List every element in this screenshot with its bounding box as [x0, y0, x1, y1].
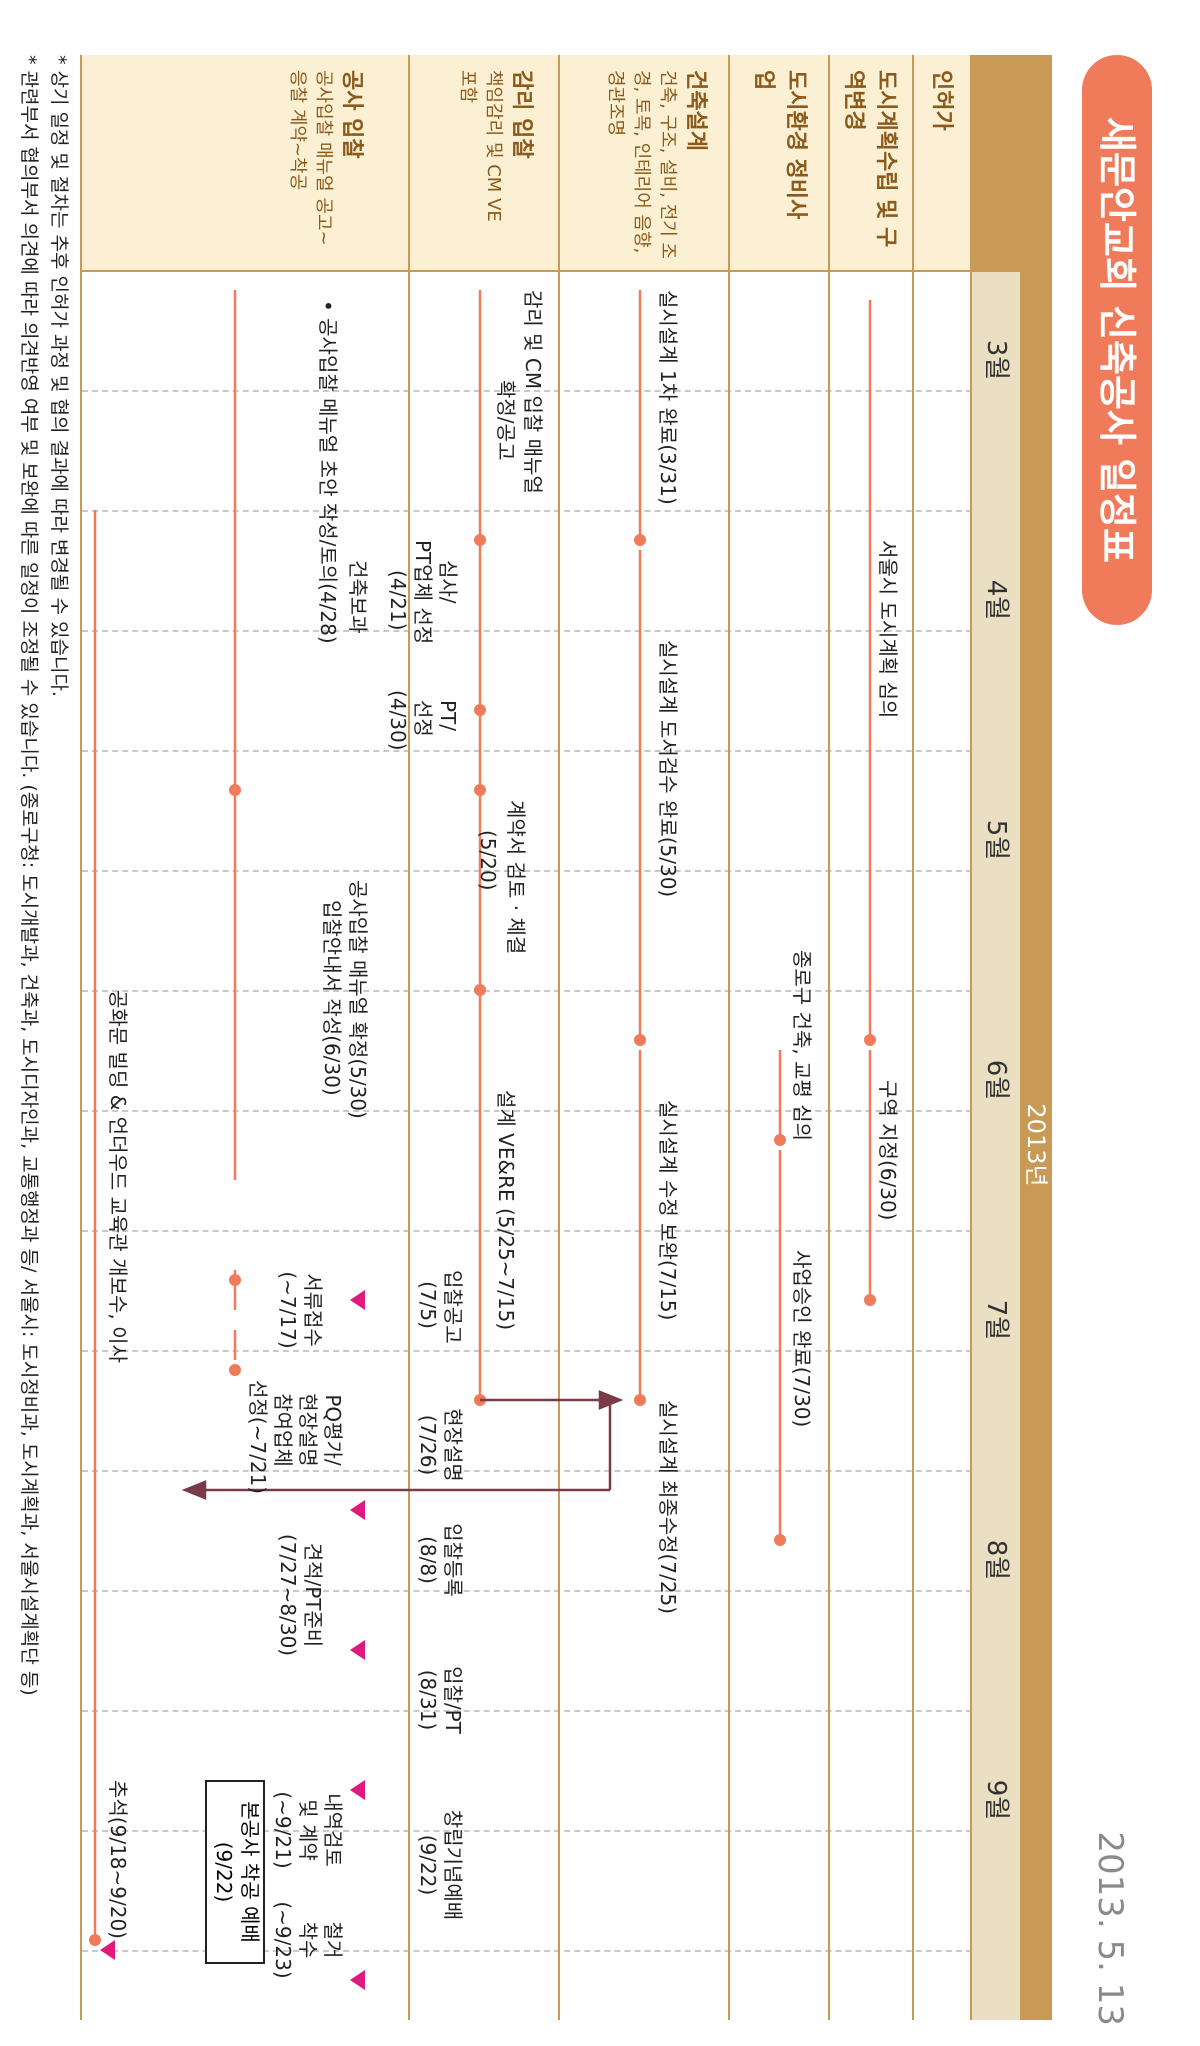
bid2-label-b: 입찰안내서 작성(6/30): [320, 900, 344, 1096]
cm3-label-c: (4/30): [386, 690, 410, 751]
milestone-dot: [229, 1274, 241, 1286]
founding-label-b: (9/22): [416, 1834, 440, 1896]
site-label: 현장설명 (7/26): [415, 1400, 465, 1490]
reg-label-b: (8/8): [416, 1536, 440, 1584]
zone-label: 구역 지정(6/30): [876, 1080, 900, 1221]
milestone-dot: [634, 1034, 646, 1046]
pt-label: 입찰/PT (8/31): [415, 1660, 465, 1740]
milestone-dot: [774, 1534, 786, 1546]
groundbreaking-box: 본공사 착공 예배 (9/22): [205, 1780, 265, 1964]
milestone-dot: [474, 534, 486, 546]
groundbreaking-label-b: (9/22): [212, 1841, 236, 1903]
milestone-dot: [774, 1134, 786, 1146]
milestone-dot: [229, 1364, 241, 1376]
arrow-head: [181, 1480, 207, 1500]
milestone-dot: [634, 534, 646, 546]
cm5-label: 설계 VE&RE (5/25~7/15): [494, 1090, 518, 1331]
milestone-marker: [350, 1640, 365, 1660]
review-label-b: 및 계약: [296, 1799, 320, 1861]
est-label: 견적/PT준비 (7/27~8/30): [275, 1530, 325, 1660]
pt-label-a: 입찰/PT: [441, 1666, 465, 1734]
founding-label: 창립기념예배 (9/22): [415, 1800, 465, 1930]
milestone-dot: [474, 704, 486, 716]
notice-label-b: (7/5): [416, 1281, 440, 1329]
design1-label: 실시설계 1차 완료(3/31): [656, 290, 680, 505]
reg-label-a: 입찰등록: [441, 1523, 465, 1597]
site-label-b: (7/26): [416, 1414, 440, 1476]
milestone-marker: [350, 1780, 365, 1800]
site-label-a: 현장설명: [441, 1408, 465, 1482]
doc-label: 서류접수 (~7/17): [275, 1270, 325, 1350]
notice-label-a: 입찰공고: [441, 1270, 465, 1344]
bid2-label-a: 공사입찰 매뉴얼 확정(5/30): [346, 880, 370, 1119]
cm1-label-b: 확정/공고: [494, 380, 518, 461]
milestone-marker: [350, 1500, 365, 1520]
cm2-label-c: (4/21): [386, 570, 410, 631]
cm2-label-b: PT업체 선정: [411, 540, 435, 645]
demolition-label: 철거 착수 (~9/23): [270, 1900, 345, 1980]
cm2-label-a: 심사/: [436, 560, 460, 604]
move-label: 공화문 빌딩 & 언더우드 교육관 개보수, 이사: [106, 990, 130, 1363]
jongno-label: 종로구 건축, 교평 심의: [790, 950, 814, 1142]
footnote-1: * 상기 일정 및 절차는 추후 인허가 과정 및 협의 결과에 따라 변경될 …: [48, 55, 70, 697]
doc-label-a: 서류접수: [301, 1273, 325, 1347]
cm3-label-b: 선정: [411, 700, 435, 737]
cm4-label-a: 계약서 검토 · 체결: [504, 800, 528, 955]
demolition-label-a: 철거: [321, 1921, 345, 1959]
founding-label-a: 창립기념예배: [441, 1809, 465, 1921]
pq-label-d: 선정(~7/21): [246, 1380, 270, 1495]
milestone-dot: [89, 1934, 101, 1946]
milestone-dot: [474, 984, 486, 996]
milestone-dot: [634, 1394, 646, 1406]
review-label-c: (~9/21): [271, 1791, 295, 1869]
est-label-b: (7/27~8/30): [276, 1533, 300, 1657]
milestone-marker: [350, 1970, 365, 1990]
groundbreaking-label-a: 본공사 착공 예배: [238, 1801, 262, 1943]
review-label-a: 내역검토: [321, 1793, 345, 1867]
milestone-dot: [474, 784, 486, 796]
bid1-label-b: • 공사입찰 메뉴얼 초안 작성/토의(4/28): [316, 300, 340, 644]
design4-label: 실시설계 최종수정(7/25): [656, 1400, 680, 1615]
pt-label-b: (8/31): [416, 1669, 440, 1731]
chuseok-label: 추석(9/18~9/20): [106, 1780, 130, 1939]
pq-label: PQ평가/현장설명 참여업체 선정(~7/21): [245, 1380, 345, 1495]
est-label-a: 견적/PT준비: [301, 1542, 325, 1648]
footnote-2: * 관련부서 협의부서 의견에 따라 의견반영 여부 및 보완에 따른 일정이 …: [18, 55, 40, 1696]
seoul-plan-label: 서울시 도시계획 심의: [876, 540, 900, 719]
cm1-label-a: 감리 및 CM 입찰 매뉴얼: [521, 290, 545, 494]
reg-label: 입찰등록 (8/8): [415, 1520, 465, 1600]
cm3-label-a: PT/: [436, 700, 460, 732]
demolition-label-c: (~9/23): [271, 1901, 295, 1979]
design2-label: 실시설계 도서검수 완료(5/30): [656, 640, 680, 898]
pq-label-b: 현장설명: [296, 1393, 320, 1467]
notice-label: 입찰공고 (7/5): [415, 1270, 465, 1344]
design3-label: 실시설계 수정 보완(7/15): [656, 1100, 680, 1321]
doc-label-b: (~7/17): [276, 1271, 300, 1349]
milestone-dot: [864, 1294, 876, 1306]
pq-label-a: PQ평가/: [321, 1394, 345, 1466]
project-label: 사업승인 완료(7/30): [790, 1250, 814, 1428]
demolition-label-b: 착수: [296, 1921, 320, 1959]
milestone-dot: [864, 1034, 876, 1046]
pq-label-c: 참여업체: [271, 1393, 295, 1467]
review-label: 내역검토 및 계약 (~9/21): [270, 1780, 345, 1880]
milestone-marker: [350, 1290, 365, 1310]
milestone-dot: [229, 784, 241, 796]
cm4-label-b: (5/20): [476, 830, 500, 891]
milestone-marker: [100, 1940, 115, 1960]
bid1-label-a: 건축보과: [346, 560, 370, 634]
